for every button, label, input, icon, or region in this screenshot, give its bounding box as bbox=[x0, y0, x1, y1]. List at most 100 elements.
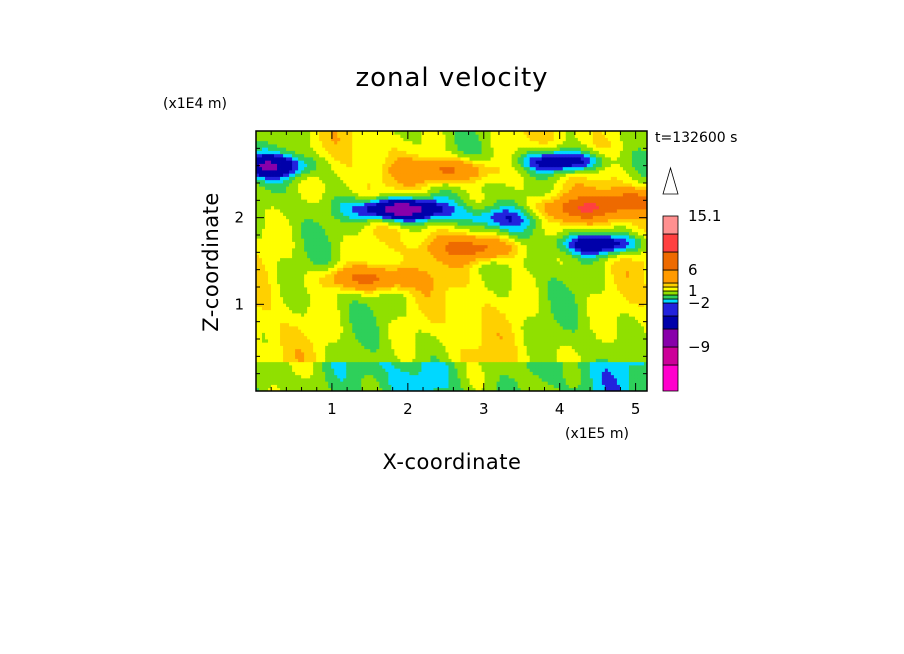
contour-cell bbox=[424, 339, 428, 343]
contour-cell bbox=[292, 238, 296, 242]
contour-cell bbox=[322, 179, 326, 184]
contour-cell bbox=[364, 355, 368, 359]
contour-cell bbox=[379, 332, 383, 337]
contour-cell bbox=[328, 306, 332, 311]
contour-cell bbox=[259, 163, 263, 168]
contour-cell bbox=[262, 189, 266, 194]
contour-cell bbox=[427, 387, 431, 391]
contour-cell bbox=[352, 173, 356, 177]
contour-cell bbox=[376, 225, 380, 229]
contour-cell bbox=[289, 306, 293, 311]
contour-cell bbox=[388, 241, 392, 246]
contour-cell bbox=[391, 218, 395, 223]
contour-cell bbox=[316, 183, 320, 187]
contour-cell bbox=[385, 287, 389, 291]
contour-cell bbox=[352, 222, 356, 226]
contour-cell bbox=[367, 355, 371, 359]
contour-cell bbox=[319, 313, 323, 317]
contour-cell bbox=[277, 274, 281, 278]
contour-cell bbox=[268, 186, 272, 190]
contour-cell bbox=[355, 345, 359, 350]
contour-cell bbox=[394, 235, 398, 239]
contour-cell bbox=[418, 173, 422, 177]
contour-cell bbox=[409, 147, 413, 151]
contour-cell bbox=[427, 131, 431, 135]
contour-cell bbox=[283, 244, 287, 249]
contour-cell bbox=[277, 225, 281, 229]
contour-cell bbox=[283, 352, 287, 356]
contour-cell bbox=[376, 303, 380, 307]
contour-cell bbox=[334, 339, 338, 343]
contour-cell bbox=[298, 170, 302, 174]
contour-cell bbox=[286, 186, 290, 190]
contour-cell bbox=[391, 290, 395, 294]
contour-cell bbox=[310, 309, 314, 314]
contour-cell bbox=[304, 251, 308, 255]
contour-cell bbox=[292, 131, 296, 135]
contour-cell bbox=[436, 144, 440, 148]
contour-cell bbox=[439, 335, 443, 340]
contour-cell bbox=[307, 358, 311, 363]
contour-cell bbox=[430, 326, 434, 330]
contour-cell bbox=[355, 160, 359, 164]
contour-cell bbox=[367, 209, 371, 213]
contour-cell bbox=[256, 189, 260, 194]
contour-cell bbox=[295, 222, 299, 226]
contour-cell bbox=[382, 313, 386, 317]
contour-cell bbox=[406, 296, 410, 301]
contour-cell bbox=[292, 303, 296, 307]
contour-cell bbox=[373, 144, 377, 148]
contour-cell bbox=[298, 196, 302, 200]
contour-cell bbox=[436, 361, 440, 366]
contour-cell bbox=[376, 244, 380, 249]
contour-cell bbox=[415, 157, 419, 161]
contour-cell bbox=[334, 329, 338, 333]
contour-cell bbox=[301, 173, 305, 177]
contour-cell bbox=[256, 387, 260, 391]
contour-cell bbox=[292, 157, 296, 161]
contour-cell bbox=[343, 274, 347, 278]
contour-cell bbox=[358, 261, 362, 265]
contour-cell bbox=[436, 173, 440, 177]
contour-cell bbox=[319, 264, 323, 268]
contour-cell bbox=[331, 140, 335, 145]
contour-cell bbox=[358, 313, 362, 317]
contour-cell bbox=[424, 306, 428, 311]
contour-cell bbox=[355, 202, 359, 207]
contour-cell bbox=[439, 293, 443, 298]
contour-cell bbox=[391, 296, 395, 301]
contour-cell bbox=[322, 280, 326, 285]
contour-cell bbox=[424, 381, 428, 385]
contour-cell bbox=[319, 316, 323, 320]
contour-cell bbox=[367, 274, 371, 278]
contour-cell bbox=[271, 348, 275, 353]
contour-cell bbox=[277, 212, 281, 216]
contour-cell bbox=[262, 316, 266, 320]
contour-cell bbox=[319, 147, 323, 151]
contour-cell bbox=[406, 313, 410, 317]
contour-cell bbox=[403, 173, 407, 177]
contour-cell bbox=[367, 238, 371, 242]
contour-cell bbox=[283, 368, 287, 372]
contour-cell bbox=[403, 163, 407, 168]
contour-cell bbox=[388, 371, 392, 376]
contour-cell bbox=[370, 163, 374, 168]
contour-cell bbox=[316, 228, 320, 233]
contour-cell bbox=[274, 322, 278, 327]
contour-cell bbox=[286, 277, 290, 281]
contour-cell bbox=[265, 202, 269, 207]
contour-cell bbox=[409, 144, 413, 148]
contour-cell bbox=[310, 355, 314, 359]
contour-cell bbox=[292, 270, 296, 275]
contour-cell bbox=[346, 134, 350, 138]
contour-cell bbox=[409, 300, 413, 304]
contour-cell bbox=[346, 319, 350, 324]
contour-cell bbox=[322, 313, 326, 317]
contour-cell bbox=[418, 166, 422, 171]
contour-cell bbox=[382, 170, 386, 174]
contour-cell bbox=[346, 381, 350, 385]
contour-cell bbox=[277, 215, 281, 220]
contour-cell bbox=[322, 215, 326, 220]
contour-cell bbox=[355, 212, 359, 216]
contour-cell bbox=[256, 199, 260, 203]
